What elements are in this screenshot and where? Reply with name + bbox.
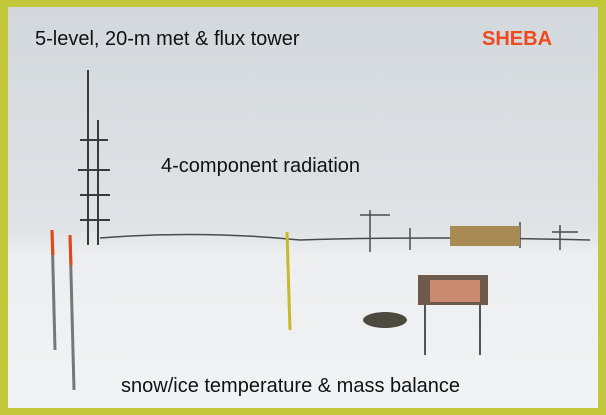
snow-label: snow/ice temperature & mass balance — [121, 375, 460, 397]
poles — [50, 229, 292, 391]
hut — [450, 226, 520, 246]
tower-label: 5-level, 20-m met & flux tower — [35, 28, 300, 50]
mass-balance-station — [363, 275, 488, 355]
site-label: SHEBA — [482, 28, 552, 50]
flux-tower — [78, 70, 110, 245]
photo-background — [8, 7, 598, 408]
radiation-label: 4-component radiation — [161, 155, 360, 177]
